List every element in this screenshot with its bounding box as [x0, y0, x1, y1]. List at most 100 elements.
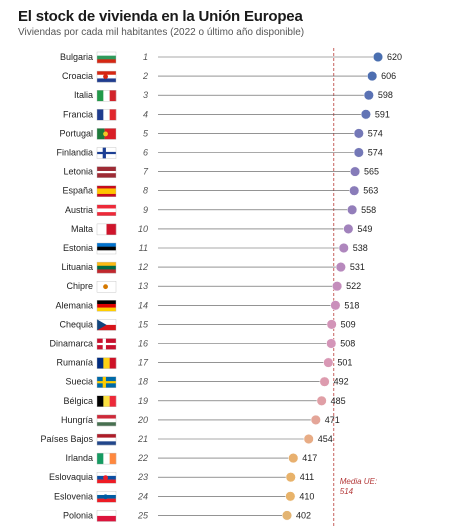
data-point: [347, 204, 358, 215]
rank-label: 23: [137, 472, 148, 482]
value-label: 485: [331, 396, 346, 406]
country-label: Hungría: [61, 415, 93, 425]
flag-icon: [96, 338, 117, 350]
value-label: 606: [381, 71, 396, 81]
value-label: 411: [300, 472, 314, 482]
value-label: 538: [353, 243, 368, 253]
flag-icon: [96, 109, 117, 121]
value-label: 518: [344, 300, 359, 310]
data-point: [338, 242, 349, 254]
rank-label: 8: [143, 186, 148, 196]
data-point: [326, 319, 337, 330]
data-point: [363, 90, 374, 101]
data-point: [303, 433, 314, 445]
value-label: 509: [341, 319, 356, 329]
value-label: 410: [299, 491, 314, 501]
flag-icon: [96, 51, 117, 64]
rank-label: 1: [143, 52, 148, 62]
flag-icon: [96, 491, 117, 503]
country-label: Polonia: [63, 510, 93, 520]
data-point: [310, 414, 321, 425]
rank-label: 15: [138, 319, 149, 329]
flag-icon: [96, 147, 117, 159]
flag-icon: [96, 357, 117, 369]
rank-label: 22: [137, 453, 148, 463]
data-point: [326, 338, 337, 349]
flag-icon: [96, 472, 117, 484]
value-label: 620: [387, 52, 402, 62]
value-label: 492: [334, 377, 349, 387]
rank-label: 13: [138, 281, 148, 291]
rank-label: 19: [138, 396, 148, 406]
country-label: Francia: [63, 109, 93, 119]
data-point: [330, 300, 341, 311]
data-point: [367, 71, 378, 82]
country-label: Irlanda: [65, 453, 93, 463]
data-point: [360, 109, 371, 120]
flag-icon: [96, 70, 117, 83]
country-label: Portugal: [59, 128, 93, 138]
rank-label: 14: [138, 300, 148, 310]
rank-label: 25: [137, 510, 149, 520]
country-label: Bélgica: [63, 396, 93, 406]
value-label: 565: [364, 167, 379, 177]
data-point: [285, 472, 296, 483]
data-point: [372, 51, 384, 63]
flag-icon: [96, 166, 117, 178]
country-label: Suecia: [65, 377, 93, 387]
country-label: España: [62, 186, 93, 196]
rank-label: 2: [142, 71, 148, 81]
value-label: 501: [337, 358, 352, 368]
flag-icon: [96, 204, 117, 217]
country-label: Chipre: [66, 281, 93, 291]
rank-label: 17: [138, 358, 149, 368]
data-point: [285, 491, 296, 502]
rank-label: 4: [143, 109, 148, 119]
data-point: [353, 128, 364, 139]
data-point: [288, 453, 299, 464]
value-label: 522: [346, 281, 361, 291]
data-point: [323, 357, 334, 368]
data-point: [335, 262, 346, 273]
flag-icon: [96, 128, 117, 140]
flag-icon: [96, 261, 117, 274]
flag-icon: [96, 319, 117, 331]
flag-icon: [96, 242, 117, 255]
data-point: [319, 376, 330, 387]
rank-label: 12: [138, 262, 148, 272]
flag-icon: [96, 433, 117, 446]
value-label: 558: [361, 205, 376, 215]
value-label: 549: [357, 224, 372, 234]
rank-label: 9: [143, 205, 148, 215]
rank-label: 20: [137, 415, 148, 425]
data-point: [332, 281, 343, 292]
rank-label: 6: [143, 148, 148, 158]
value-label: 402: [296, 510, 311, 520]
data-point: [343, 223, 354, 234]
data-point: [349, 185, 360, 196]
value-label: 563: [363, 186, 378, 196]
value-label: 574: [368, 128, 383, 138]
eu-average-label: Media UE:: [340, 477, 377, 486]
flag-icon: [96, 223, 117, 236]
flag-icon: [96, 395, 117, 407]
flag-icon: [96, 510, 117, 522]
flag-icon: [96, 414, 117, 427]
rank-label: 5: [143, 128, 149, 138]
country-label: Alemania: [55, 300, 93, 310]
country-label: Estonia: [63, 243, 93, 253]
data-point: [281, 510, 293, 521]
country-label: Austria: [65, 205, 93, 215]
eu-average-value: 514: [340, 487, 354, 496]
country-label: Croacia: [62, 71, 93, 81]
data-point: [349, 166, 361, 177]
country-label: Lituania: [61, 262, 93, 272]
data-point: [316, 395, 327, 406]
country-label: Rumanía: [56, 358, 93, 368]
flag-icon: [96, 452, 117, 465]
rank-label: 18: [138, 377, 148, 387]
flag-icon: [96, 281, 117, 293]
country-label: Eslovenia: [54, 491, 93, 501]
rank-label: 11: [139, 243, 148, 253]
rank-label: 3: [143, 90, 148, 100]
